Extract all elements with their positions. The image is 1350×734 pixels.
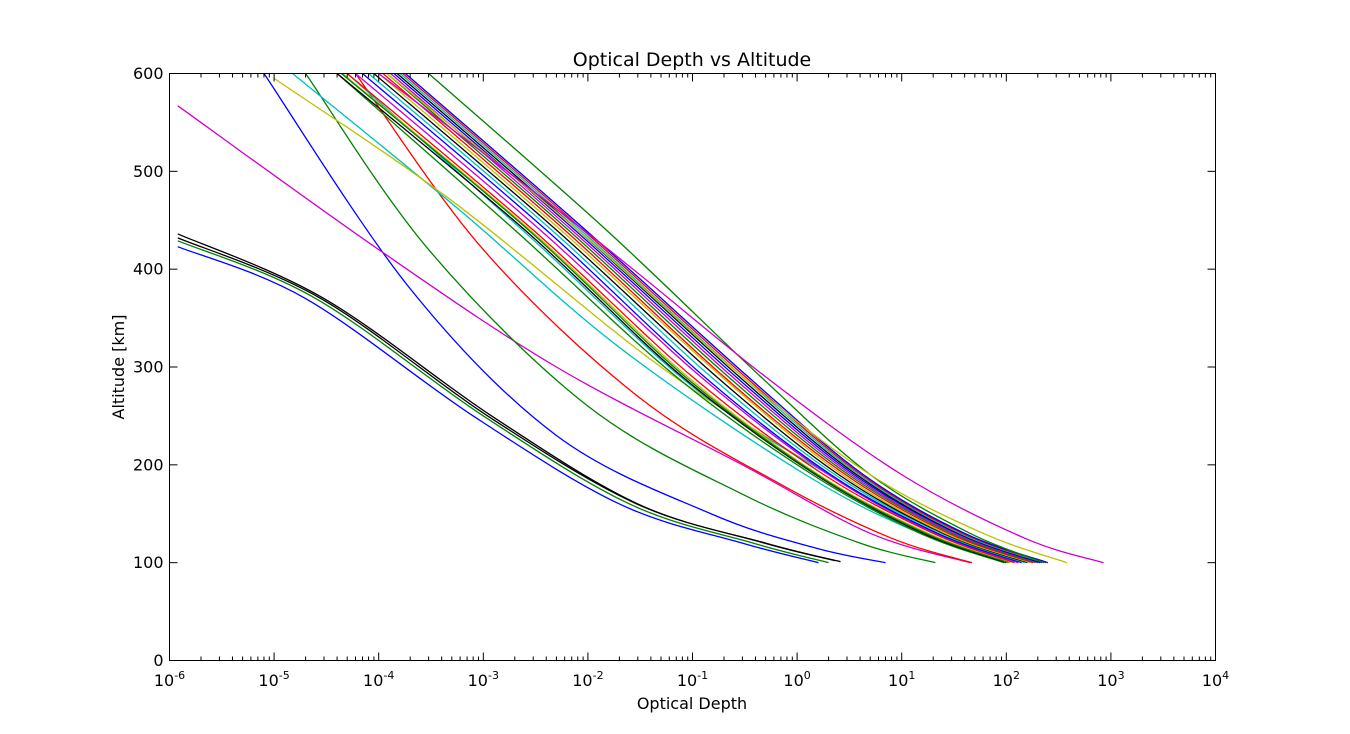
x-tick-label: 10-4 — [363, 669, 394, 690]
x-tick-label-base: 10 — [677, 671, 697, 690]
series-line-2 — [177, 240, 829, 564]
series-line-13 — [336, 73, 1007, 564]
x-tick-label-base: 10 — [993, 671, 1013, 690]
y-tick-label: 400 — [133, 260, 164, 279]
x-tick-label-exponent: -4 — [383, 669, 394, 682]
x-tick-label: 10-3 — [468, 669, 499, 690]
x-tick-label: 100 — [783, 669, 810, 690]
series-line-22 — [382, 73, 1034, 564]
series-line-10 — [273, 77, 1015, 564]
x-tick-label: 10-5 — [258, 669, 289, 690]
series-line-15 — [340, 73, 1009, 564]
y-tick-label: 600 — [133, 64, 164, 83]
series-line-26 — [396, 73, 1043, 564]
y-tick-label: 0 — [153, 651, 163, 670]
series-line-30 — [428, 73, 1045, 564]
series-line-18 — [362, 73, 1022, 564]
series-line-14 — [342, 73, 1011, 564]
series-line-6 — [177, 105, 971, 564]
series-line-1 — [177, 246, 819, 564]
series-line-4 — [177, 237, 836, 562]
series-line-20 — [373, 73, 1028, 564]
series-line-11 — [346, 73, 1022, 564]
x-tick-label-base: 10 — [468, 671, 488, 690]
tick-layer — [169, 73, 1216, 661]
series-line-32 — [378, 73, 1104, 564]
series-line-8 — [354, 73, 973, 564]
x-tick-label-exponent: -6 — [174, 669, 185, 682]
series-line-19 — [368, 73, 1025, 564]
series-line-16 — [346, 73, 1015, 564]
x-tick-label-base: 10 — [888, 671, 908, 690]
x-tick-labels: 10-6 10-5 10-4 10-3 10-2 10-1 100 101 102 103 104 — [154, 669, 1229, 690]
series-line-17 — [355, 73, 1019, 564]
series-line-31 — [386, 73, 1068, 564]
series-line-7 — [305, 73, 936, 564]
x-tick-label-exponent: 2 — [1013, 669, 1020, 682]
x-axis-label: Optical Depth — [637, 694, 747, 713]
x-tick-label-base: 10 — [783, 671, 803, 690]
x-tick-label-exponent: 0 — [804, 669, 811, 682]
x-tick-label-exponent: -3 — [488, 669, 499, 682]
series-line-29 — [404, 73, 1049, 564]
x-tick-label: 10-1 — [677, 669, 708, 690]
x-tick-label-exponent: -2 — [593, 669, 604, 682]
x-tick-label: 104 — [1202, 669, 1229, 690]
series-line-27 — [399, 73, 1045, 564]
series-line-24 — [390, 73, 1039, 564]
x-tick-label-base: 10 — [1202, 671, 1222, 690]
series-line-12 — [336, 73, 1005, 564]
x-tick-label: 10-2 — [572, 669, 603, 690]
x-tick-label-base: 10 — [363, 671, 383, 690]
x-tick-label-base: 10 — [258, 671, 278, 690]
x-tick-label-base: 10 — [572, 671, 592, 690]
series-line-23 — [386, 73, 1036, 564]
y-tick-labels: 0 100 200 300 400 500 600 — [133, 64, 164, 670]
x-tick-label-exponent: 1 — [908, 669, 915, 682]
series-line-21 — [378, 73, 1031, 564]
y-tick-label: 200 — [133, 455, 164, 474]
x-tick-label-exponent: -1 — [697, 669, 708, 682]
y-tick-label: 100 — [133, 553, 164, 572]
x-tick-label: 101 — [888, 669, 915, 690]
x-tick-label-base: 10 — [1097, 671, 1117, 690]
series-layer — [177, 73, 1104, 564]
x-tick-label: 102 — [993, 669, 1020, 690]
x-tick-label: 10-6 — [154, 669, 185, 690]
x-tick-label-exponent: 3 — [1118, 669, 1125, 682]
y-tick-label: 300 — [133, 358, 164, 377]
x-tick-label-exponent: 4 — [1222, 669, 1229, 682]
series-line-28 — [402, 73, 1047, 564]
x-tick-label-base: 10 — [154, 671, 174, 690]
y-tick-label: 500 — [133, 162, 164, 181]
x-tick-label-exponent: -5 — [279, 669, 290, 682]
x-tick-label: 103 — [1097, 669, 1124, 690]
chart-title: Optical Depth vs Altitude — [573, 49, 812, 71]
series-line-5 — [263, 73, 886, 564]
y-axis-label: Altitude [km] — [109, 315, 128, 420]
